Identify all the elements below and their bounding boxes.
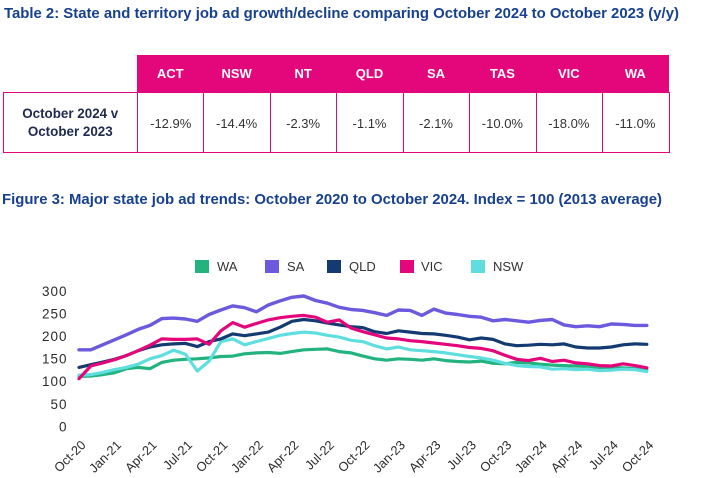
svg-text:Jul-22: Jul-22 bbox=[302, 437, 337, 472]
svg-text:Jan-24: Jan-24 bbox=[512, 437, 550, 475]
svg-text:0: 0 bbox=[59, 419, 68, 434]
svg-text:Oct-23: Oct-23 bbox=[477, 437, 515, 475]
svg-text:Apr-22: Apr-22 bbox=[264, 437, 302, 475]
svg-text:Apr-21: Apr-21 bbox=[122, 437, 160, 475]
svg-text:Apr-24: Apr-24 bbox=[548, 437, 586, 475]
svg-text:Apr-23: Apr-23 bbox=[406, 437, 444, 475]
svg-text:Oct-22: Oct-22 bbox=[335, 437, 373, 475]
svg-text:Jul-23: Jul-23 bbox=[444, 437, 479, 472]
svg-text:Oct-21: Oct-21 bbox=[193, 437, 231, 475]
svg-text:250: 250 bbox=[42, 306, 68, 321]
svg-text:100: 100 bbox=[42, 374, 68, 389]
svg-text:Oct-20: Oct-20 bbox=[51, 437, 89, 475]
svg-text:Jul-24: Jul-24 bbox=[586, 437, 621, 472]
svg-text:150: 150 bbox=[42, 352, 68, 367]
svg-text:200: 200 bbox=[42, 329, 68, 344]
svg-text:Jan-21: Jan-21 bbox=[86, 437, 124, 475]
svg-text:Jan-23: Jan-23 bbox=[370, 437, 408, 475]
svg-text:Jul-21: Jul-21 bbox=[160, 437, 195, 472]
svg-text:Jan-22: Jan-22 bbox=[228, 437, 266, 475]
svg-text:Oct-24: Oct-24 bbox=[619, 437, 657, 475]
svg-text:50: 50 bbox=[50, 397, 67, 412]
svg-text:300: 300 bbox=[42, 284, 68, 299]
